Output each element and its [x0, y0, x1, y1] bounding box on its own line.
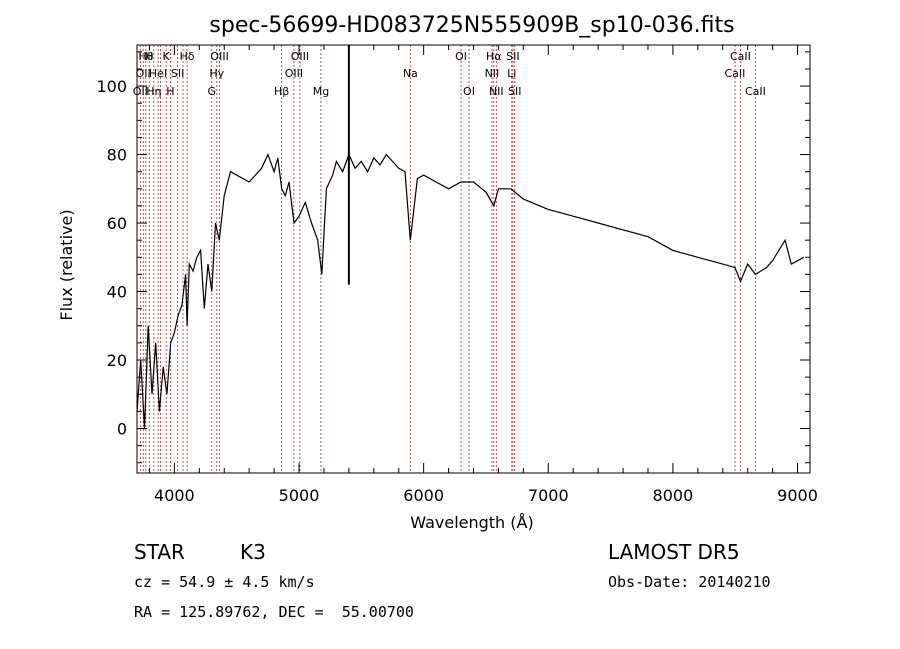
spectral-line-label: OII: [136, 67, 151, 80]
spectral-line-label: NII: [485, 67, 500, 80]
chart-title: spec-56699-HD083725N555909B_sp10-036.fit…: [209, 13, 734, 38]
x-axis-title: Wavelength (Å): [410, 513, 533, 532]
y-tick-label: 80: [107, 146, 127, 165]
plot-frame: [136, 44, 811, 474]
object-class: STAR: [134, 540, 185, 564]
x-tick-label: 4000: [154, 486, 195, 505]
x-tick-label: 5000: [279, 486, 320, 505]
y-axis-title: Flux (relative): [57, 209, 76, 320]
x-axis: 4000 5000 6000 7000 8000 9000: [148, 45, 818, 505]
spectral-line-label: H: [145, 50, 153, 63]
x-tick-label: 9000: [777, 486, 818, 505]
spectral-line-label: Mg: [313, 85, 329, 98]
spectral-line-label: OIII: [285, 67, 303, 80]
spectral-line-label: Hδ: [180, 50, 195, 63]
spectral-line-label: NII: [489, 85, 504, 98]
y-tick-label: 40: [107, 283, 127, 302]
spectral-line-label: SII: [506, 50, 519, 63]
spectral-line-label: CaII: [725, 67, 746, 80]
coordinates: RA = 125.89762, DEC = 55.00700: [134, 603, 414, 621]
spectral-line-label: OI: [463, 85, 475, 98]
spectral-line-label: HeI: [149, 67, 167, 80]
spectral-line-label: Hβ: [274, 85, 289, 98]
x-tick-label: 6000: [403, 486, 444, 505]
survey-name: LAMOST DR5: [608, 540, 740, 564]
spectral-line-label: Hθ: [138, 50, 153, 63]
spectral-line-label: CaII: [730, 50, 751, 63]
redshift-velocity: cz = 54.9 ± 4.5 km/s: [134, 573, 315, 591]
spectral-line-label: Hα: [486, 50, 502, 63]
spectral-line-label: Li: [507, 67, 516, 80]
spectral-line-label: OI: [455, 50, 467, 63]
spectral-line-label: Hη: [146, 85, 161, 98]
y-tick-label: 20: [107, 351, 127, 370]
y-tick-label: 60: [107, 214, 127, 233]
line-labels: OIIOIIHθHHηHeIKHSIIHδGHγOIIIHβOIIIOIIIMg…: [133, 50, 766, 98]
y-axis: 0 20 40 60 80 100: [96, 51, 810, 464]
spectral-line-label: CaII: [745, 85, 766, 98]
spectral-line-label: SII: [508, 85, 521, 98]
spectral-line-label: Na: [403, 67, 418, 80]
spectral-line-label: K: [163, 50, 171, 63]
spectral-line-label: H: [166, 85, 174, 98]
observation-date: Obs-Date: 20140210: [608, 573, 771, 591]
x-tick-label: 8000: [653, 486, 694, 505]
y-tick-label: 0: [117, 419, 127, 438]
spectral-line-label: G: [208, 85, 217, 98]
line-markers: [139, 45, 756, 473]
spectral-line-label: OIII: [210, 50, 228, 63]
spectral-line-label: Hγ: [209, 67, 224, 80]
spectrum-line: [136, 153, 805, 429]
object-subclass: K3: [240, 540, 266, 564]
spectral-line-label: OIII: [291, 50, 309, 63]
x-tick-label: 7000: [528, 486, 569, 505]
y-tick-label: 100: [96, 77, 127, 96]
spectral-line-label: SII: [171, 67, 184, 80]
